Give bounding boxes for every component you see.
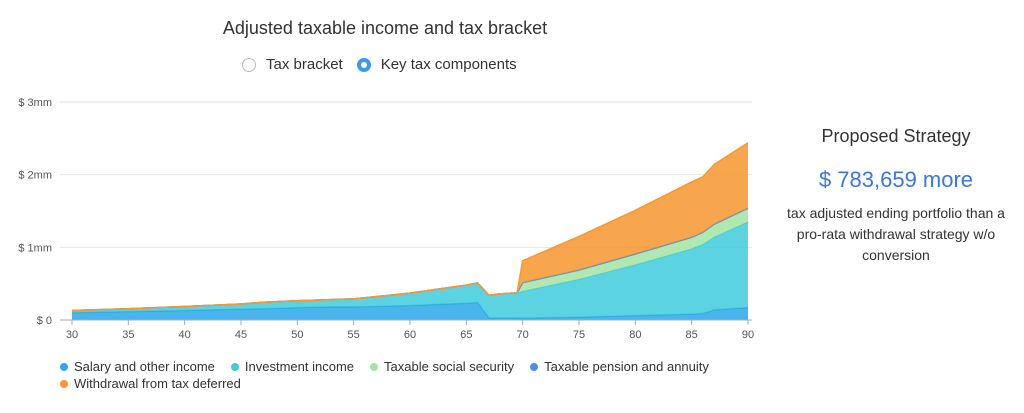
legend-swatch-social-security (370, 362, 379, 371)
stacked-area-chart: $ 0 $ 1mm $ 2mm $ 3mm 30 35 40 45 50 55 60 65 70 75 80… (18, 97, 754, 341)
legend-item-withdrawal[interactable]: Withdrawal from tax deferred (60, 376, 241, 391)
y-tick-label: $ 2mm (18, 170, 52, 182)
y-tick-label: $ 1mm (18, 242, 52, 254)
x-tick-label: 35 (122, 329, 134, 341)
legend-label-social-security: Taxable social security (384, 359, 515, 374)
y-tick-label: $ 0 (37, 315, 52, 327)
x-tick-label: 70 (517, 329, 529, 341)
legend-label-withdrawal: Withdrawal from tax deferred (74, 376, 241, 391)
strategy-description: tax adjusted ending portfolio than a pro… (787, 205, 1005, 263)
chart-legend: Salary and other income Investment incom… (60, 358, 760, 392)
key-tax-components-radio[interactable]: Key tax components (356, 56, 517, 73)
x-tick-label: 90 (742, 329, 754, 341)
x-tick-label: 40 (179, 329, 191, 341)
legend-row: Withdrawal from tax deferred (60, 375, 760, 392)
legend-swatch-pension (530, 362, 539, 371)
legend-swatch-withdrawal (60, 379, 68, 388)
strategy-value: $ 783,659 more (818, 167, 974, 192)
proposed-strategy-panel: Proposed Strategy $ 783,659 more tax adj… (776, 126, 1016, 266)
x-tick-label: 65 (460, 329, 472, 341)
legend-item-social-security[interactable]: Taxable social security (370, 359, 514, 374)
tax-bracket-label: Tax bracket (266, 56, 343, 73)
legend-swatch-salary (60, 362, 68, 371)
area-withdrawal (72, 142, 748, 311)
x-tick-label: 30 (66, 329, 78, 341)
legend-label-pension: Taxable pension and annuity (544, 359, 709, 374)
legend-row: Salary and other income Investment incom… (60, 358, 760, 375)
legend-item-salary[interactable]: Salary and other income (60, 359, 215, 374)
x-tick-label: 60 (404, 329, 416, 341)
x-tick-label: 55 (348, 329, 360, 341)
chart-title: Adjusted taxable income and tax bracket (222, 18, 548, 38)
tax-bracket-radio[interactable]: Tax bracket (242, 56, 343, 73)
x-tick-label: 85 (686, 329, 698, 341)
view-toggle: Tax bracket Key tax components (242, 56, 531, 73)
legend-label-investment: Investment income (244, 359, 355, 374)
strategy-title: Proposed Strategy (821, 126, 971, 146)
radio-unchecked-icon (242, 57, 256, 72)
area-salary (72, 302, 748, 320)
y-tick-label: $ 3mm (18, 97, 52, 109)
x-tick-label: 75 (573, 329, 585, 341)
series-line-withdrawal (71, 142, 749, 312)
x-tick-label: 50 (291, 329, 303, 341)
legend-item-investment[interactable]: Investment income (230, 359, 355, 374)
key-tax-components-label: Key tax components (380, 56, 517, 73)
x-tick-label: 45 (235, 329, 247, 341)
legend-swatch-investment (230, 362, 239, 371)
legend-label-salary: Salary and other income (74, 359, 215, 374)
area-investment (72, 221, 748, 319)
x-tick-label: 80 (629, 329, 641, 341)
legend-item-pension[interactable]: Taxable pension and annuity (530, 359, 709, 374)
radio-checked-icon (356, 57, 371, 72)
